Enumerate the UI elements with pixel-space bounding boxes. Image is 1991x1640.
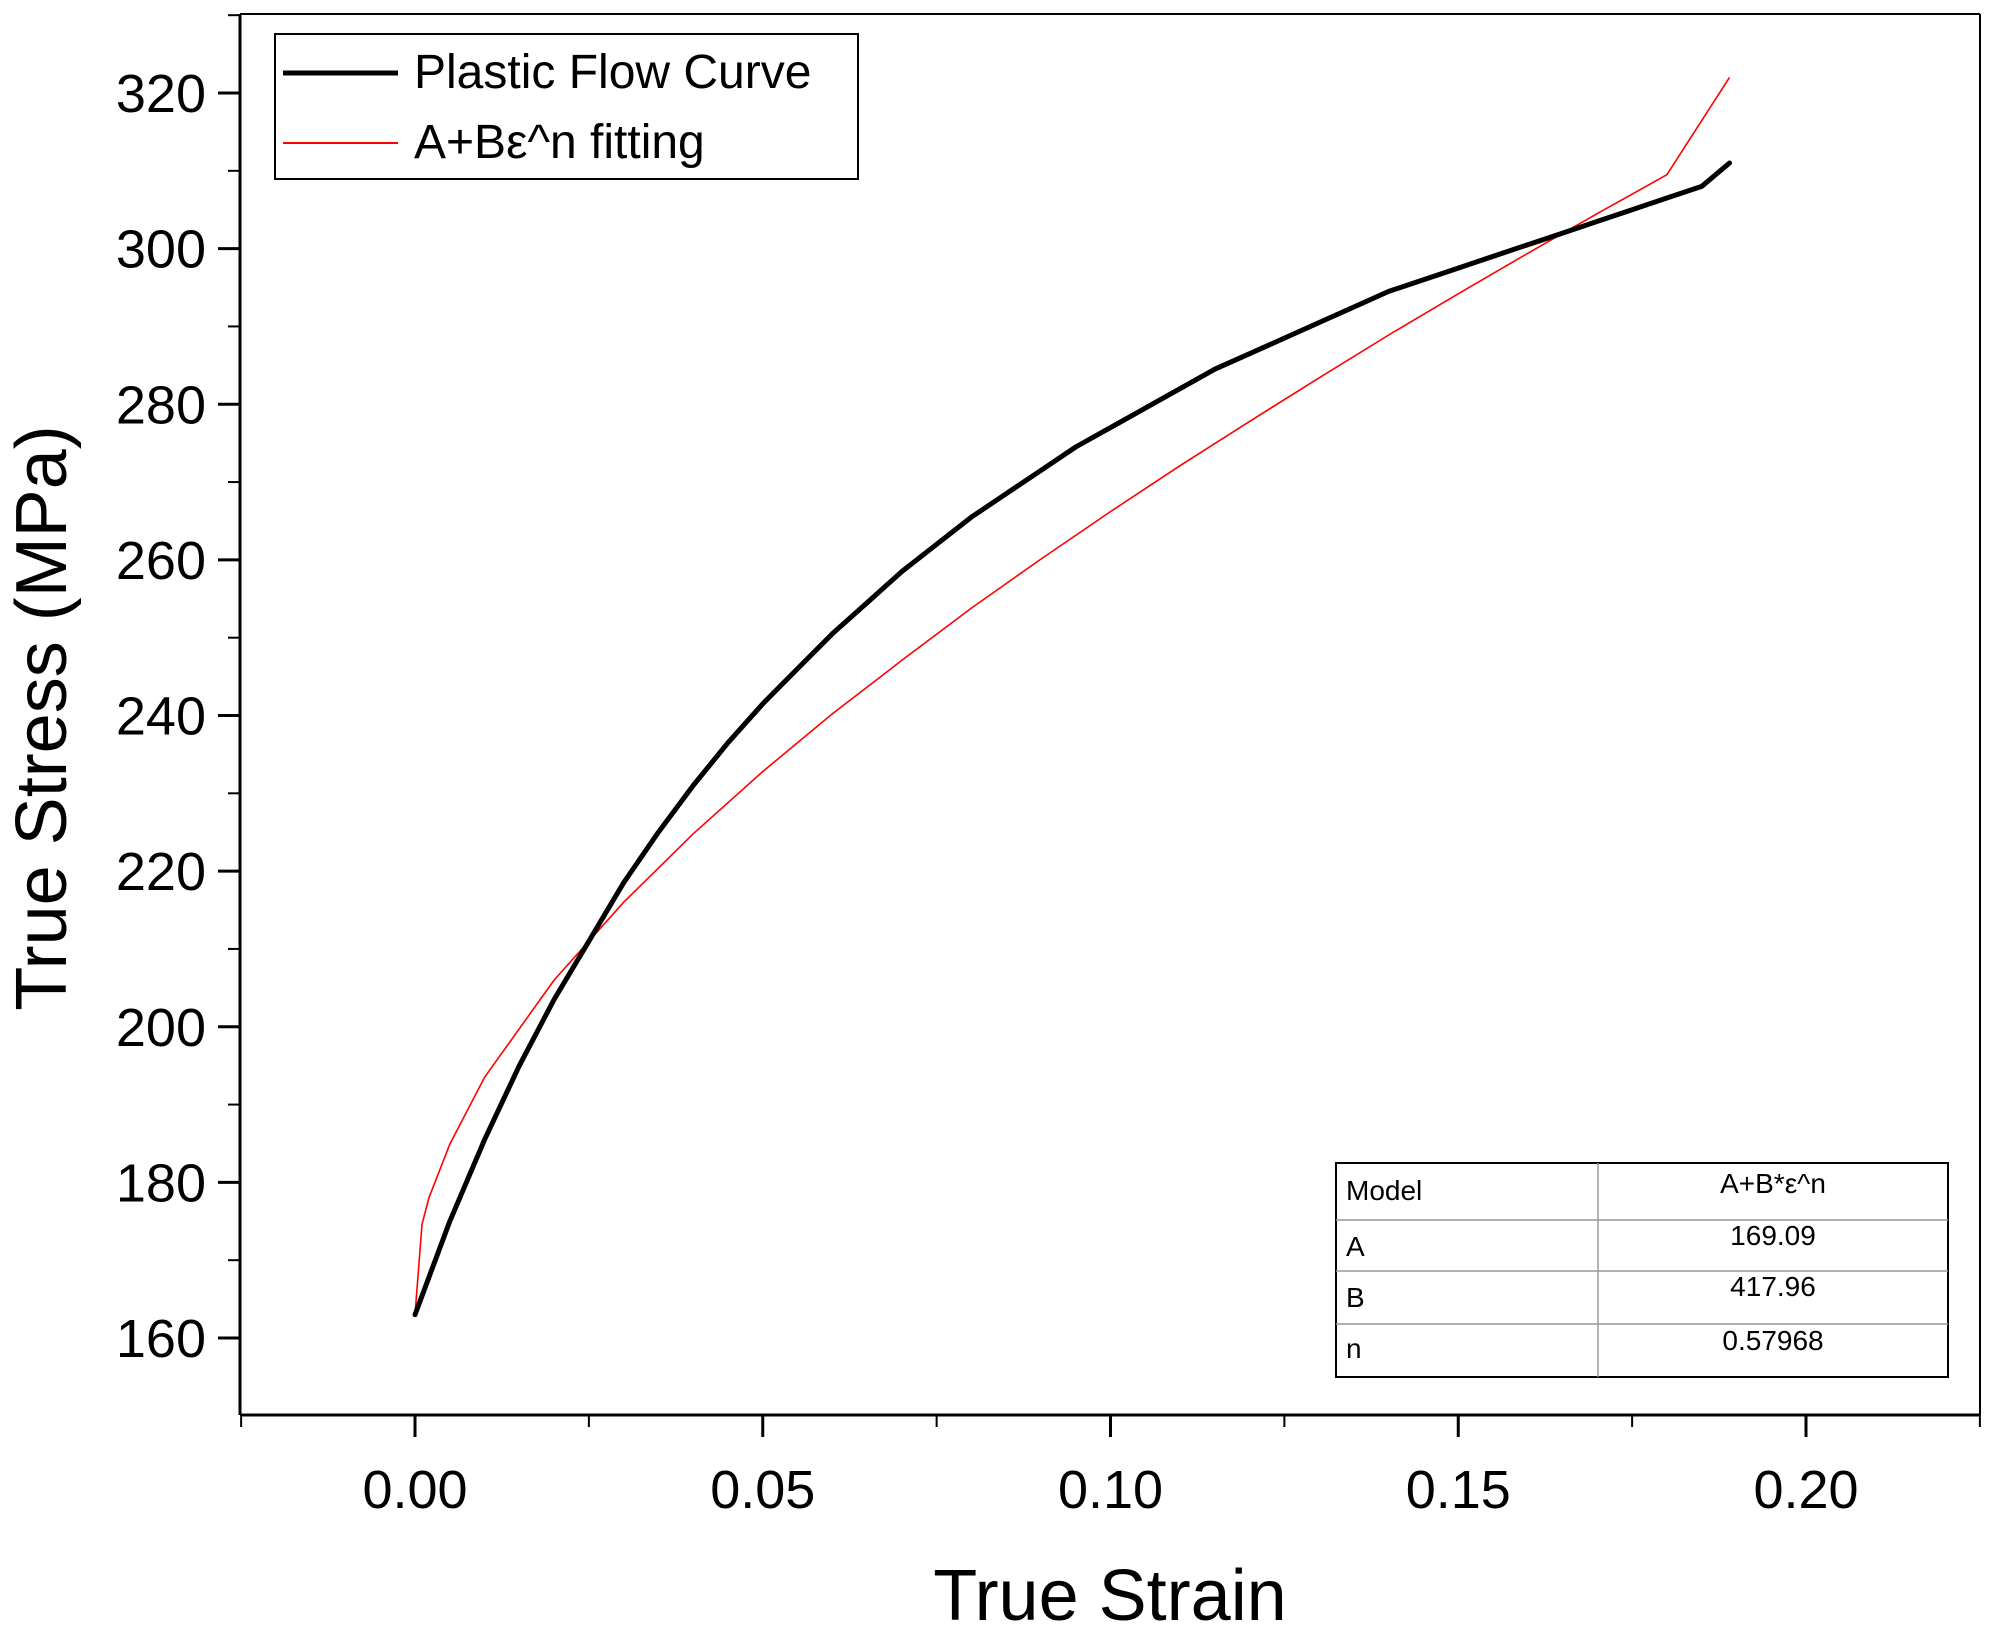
y-tick-label: 240 bbox=[116, 687, 206, 747]
x-tick-label: 0.05 bbox=[710, 1460, 815, 1520]
table-row-label: B bbox=[1346, 1282, 1365, 1313]
y-tick-label: 220 bbox=[116, 842, 206, 902]
table-row-label: A bbox=[1346, 1231, 1365, 1262]
table-row-label: Model bbox=[1346, 1175, 1422, 1206]
y-tick-label: 260 bbox=[116, 531, 206, 591]
legend: Plastic Flow Curve A+Bε^n fitting bbox=[274, 33, 859, 180]
x-tick-label: 0.10 bbox=[1058, 1460, 1163, 1520]
y-tick-label: 320 bbox=[116, 64, 206, 124]
y-ticks: 160 180 200 220 240 260 280 300 320 bbox=[116, 14, 240, 1369]
table-row-label: n bbox=[1346, 1333, 1362, 1364]
parameter-table: Model A+B*ε^n A 169.09 B 417.96 n 0.5796… bbox=[1335, 1162, 1949, 1378]
legend-box bbox=[274, 33, 859, 180]
y-tick-label: 300 bbox=[116, 220, 206, 280]
table-row-value: 417.96 bbox=[1730, 1271, 1816, 1302]
series-line-plastic-flow bbox=[412, 160, 1732, 1318]
x-tick-label: 0.15 bbox=[1406, 1460, 1511, 1520]
y-axis-title: True Stress (MPa) bbox=[2, 425, 82, 1010]
legend-label-plastic-flow: Plastic Flow Curve bbox=[414, 46, 811, 99]
table-row-value: 169.09 bbox=[1730, 1220, 1816, 1251]
x-tick-label: 0.20 bbox=[1753, 1460, 1858, 1520]
series-line-fitting bbox=[414, 76, 1731, 1315]
table-row-value: A+B*ε^n bbox=[1720, 1168, 1826, 1199]
table-frame bbox=[1335, 1162, 1949, 1378]
x-axis-title: True Strain bbox=[933, 1556, 1286, 1636]
x-ticks: 0.00 0.05 0.10 0.15 0.20 bbox=[240, 1415, 1981, 1520]
x-tick-label: 0.00 bbox=[362, 1460, 467, 1520]
y-tick-label: 280 bbox=[116, 375, 206, 435]
y-tick-label: 160 bbox=[116, 1309, 206, 1369]
y-tick-label: 180 bbox=[116, 1153, 206, 1213]
series-group bbox=[412, 76, 1732, 1318]
legend-label-fitting: A+Bε^n fitting bbox=[414, 116, 705, 169]
y-tick-label: 200 bbox=[116, 998, 206, 1058]
table-row-value: 0.57968 bbox=[1722, 1325, 1823, 1356]
